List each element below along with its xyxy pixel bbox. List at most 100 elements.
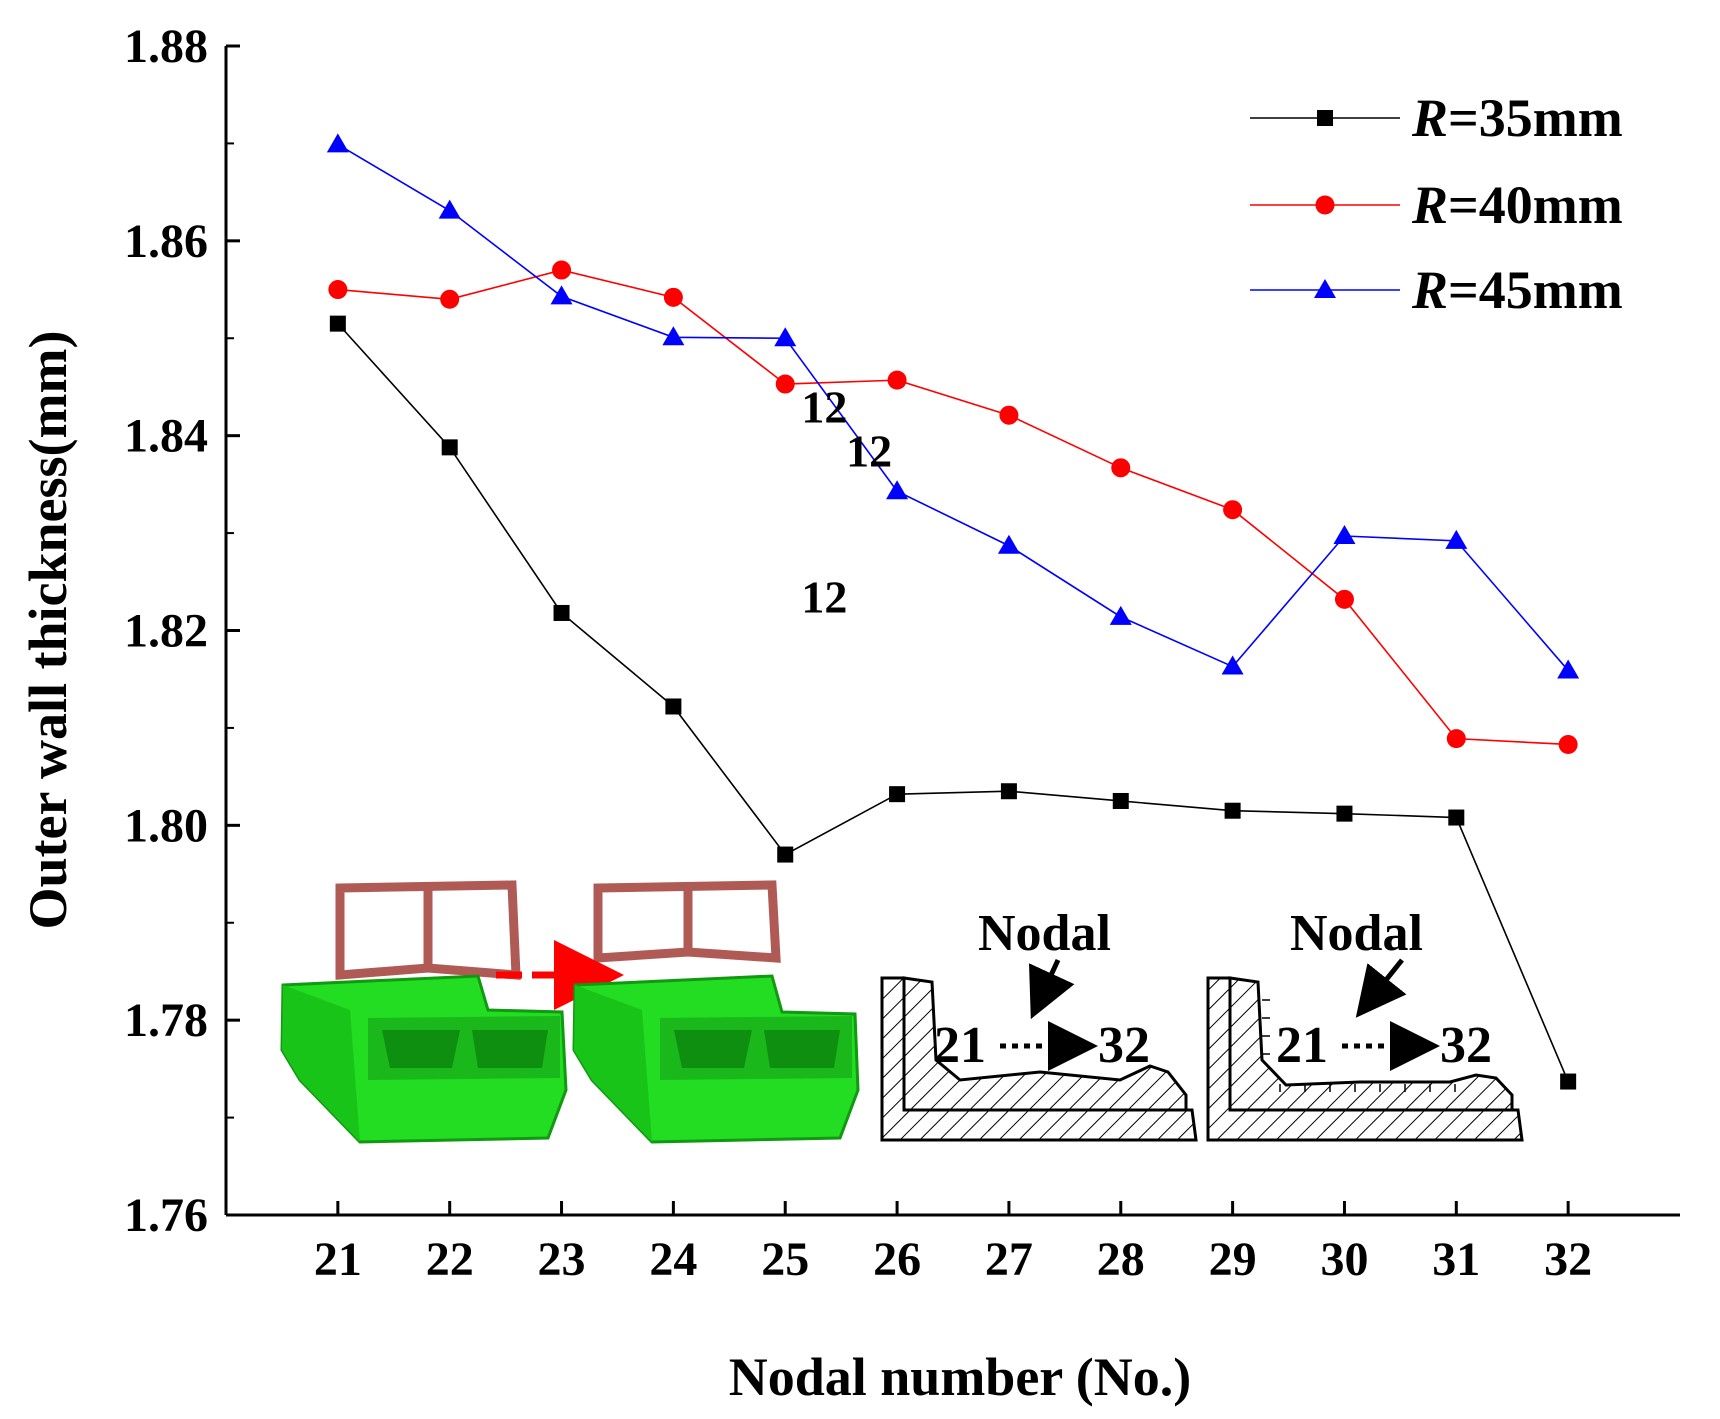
data-point — [440, 289, 460, 309]
green-model-after — [572, 974, 860, 1144]
data-point — [326, 133, 349, 153]
green-model-before — [280, 974, 568, 1144]
hatched-section-right: Nodal 21 32 — [1206, 905, 1524, 1142]
data-point — [1334, 589, 1354, 609]
nodal-label-right: Nodal — [1290, 905, 1423, 962]
y-tick-label: 1.76 — [124, 1189, 208, 1242]
x-tick-label: 29 — [1209, 1233, 1257, 1286]
x-tick-label: 30 — [1320, 1233, 1368, 1286]
data-point — [663, 287, 683, 307]
data-point — [1445, 529, 1468, 549]
annotation-label: 12 — [846, 425, 892, 476]
data-point — [1112, 792, 1129, 809]
cross-section-before — [335, 880, 521, 980]
data-point — [1109, 605, 1132, 625]
legend-label: R=40mm — [1411, 175, 1623, 235]
annotation-label: 12 — [801, 381, 847, 432]
x-tick-label: 26 — [873, 1233, 921, 1286]
annotation-label: 12 — [801, 571, 847, 622]
data-point — [1446, 729, 1466, 749]
data-point — [889, 786, 906, 803]
range-end-left: 32 — [1098, 1017, 1150, 1074]
data-point — [1557, 659, 1580, 679]
data-point — [553, 604, 570, 621]
nodal-pointer-left — [1029, 958, 1075, 1020]
series-layer — [326, 133, 1580, 1090]
range-end-right: 32 — [1440, 1017, 1492, 1074]
hatched-section-left: Nodal 21 32 — [880, 905, 1198, 1142]
data-point — [438, 199, 461, 219]
y-axis-title: Outer wall thickness(mm) — [18, 331, 78, 930]
x-axis-title: Nodal number (No.) — [729, 1347, 1192, 1407]
x-tick-label: 24 — [649, 1233, 697, 1286]
legend-label-rest: =45mm — [1448, 260, 1623, 320]
data-point — [1336, 805, 1353, 822]
range-start-right: 21 — [1276, 1017, 1328, 1074]
x-tick-label: 25 — [761, 1233, 809, 1286]
legend-label-italic: R — [1411, 260, 1448, 320]
data-point — [775, 374, 795, 394]
data-point — [1560, 1073, 1577, 1090]
legend-marker — [1314, 279, 1336, 298]
y-tick-label: 1.88 — [124, 20, 208, 73]
series-circle — [328, 260, 1578, 754]
y-tick-label: 1.78 — [124, 994, 208, 1047]
y-axis-ticks: 1.76 1.78 1.80 1.82 1.84 1.86 1.88 — [124, 20, 240, 1242]
range-start-left: 21 — [934, 1017, 986, 1074]
x-tick-label: 28 — [1097, 1233, 1145, 1286]
series-line — [337, 269, 1569, 746]
y-tick-label: 1.86 — [124, 215, 208, 268]
nodal-label-left: Nodal — [978, 905, 1111, 962]
x-axis-ticks: 21 22 23 24 25 26 27 28 29 30 31 32 — [314, 1201, 1592, 1286]
data-point — [329, 315, 346, 332]
data-point — [997, 534, 1020, 554]
data-point — [1111, 458, 1131, 478]
legend-label-rest: =35mm — [1448, 88, 1623, 148]
legend-label: R=35mm — [1411, 88, 1623, 148]
data-point — [1448, 809, 1465, 826]
cross-section-after — [593, 880, 781, 963]
data-point — [550, 285, 573, 305]
data-point — [1224, 802, 1241, 819]
data-point — [999, 405, 1019, 425]
series-square — [329, 315, 1577, 1090]
legend-label-italic: R — [1411, 88, 1448, 148]
x-tick-label: 21 — [314, 1233, 362, 1286]
normal-force-arrows — [1262, 999, 1456, 1092]
legend-marker — [1317, 110, 1333, 126]
data-point — [777, 846, 794, 863]
x-tick-label: 22 — [426, 1233, 474, 1286]
data-point — [441, 439, 458, 456]
data-point — [665, 698, 682, 715]
data-point — [328, 280, 348, 300]
data-point — [774, 327, 797, 347]
data-point — [1558, 734, 1578, 754]
y-tick-label: 1.84 — [124, 410, 208, 463]
legend-label: R=45mm — [1411, 260, 1623, 320]
legend-label-rest: =40mm — [1448, 175, 1623, 235]
data-point — [887, 370, 907, 390]
x-tick-label: 27 — [985, 1233, 1033, 1286]
data-point — [1333, 525, 1356, 545]
data-point — [662, 326, 685, 346]
series-line — [337, 323, 1569, 1082]
legend-label-italic: R — [1411, 175, 1448, 235]
data-point — [1221, 655, 1244, 675]
series-triangle — [326, 133, 1580, 679]
x-tick-label: 23 — [538, 1233, 586, 1286]
legend-marker — [1315, 195, 1335, 215]
data-point — [1223, 500, 1243, 520]
x-tick-label: 31 — [1432, 1233, 1480, 1286]
y-tick-label: 1.82 — [124, 605, 208, 658]
y-tick-label: 1.80 — [124, 799, 208, 852]
inset-illustrations: Nodal 21 32 Nodal 21 32 — [280, 880, 1524, 1144]
data-point — [1000, 783, 1017, 800]
nodal-pointer-right — [1355, 958, 1407, 1018]
x-tick-label: 32 — [1544, 1233, 1592, 1286]
data-point — [886, 480, 909, 500]
data-point — [552, 260, 572, 280]
